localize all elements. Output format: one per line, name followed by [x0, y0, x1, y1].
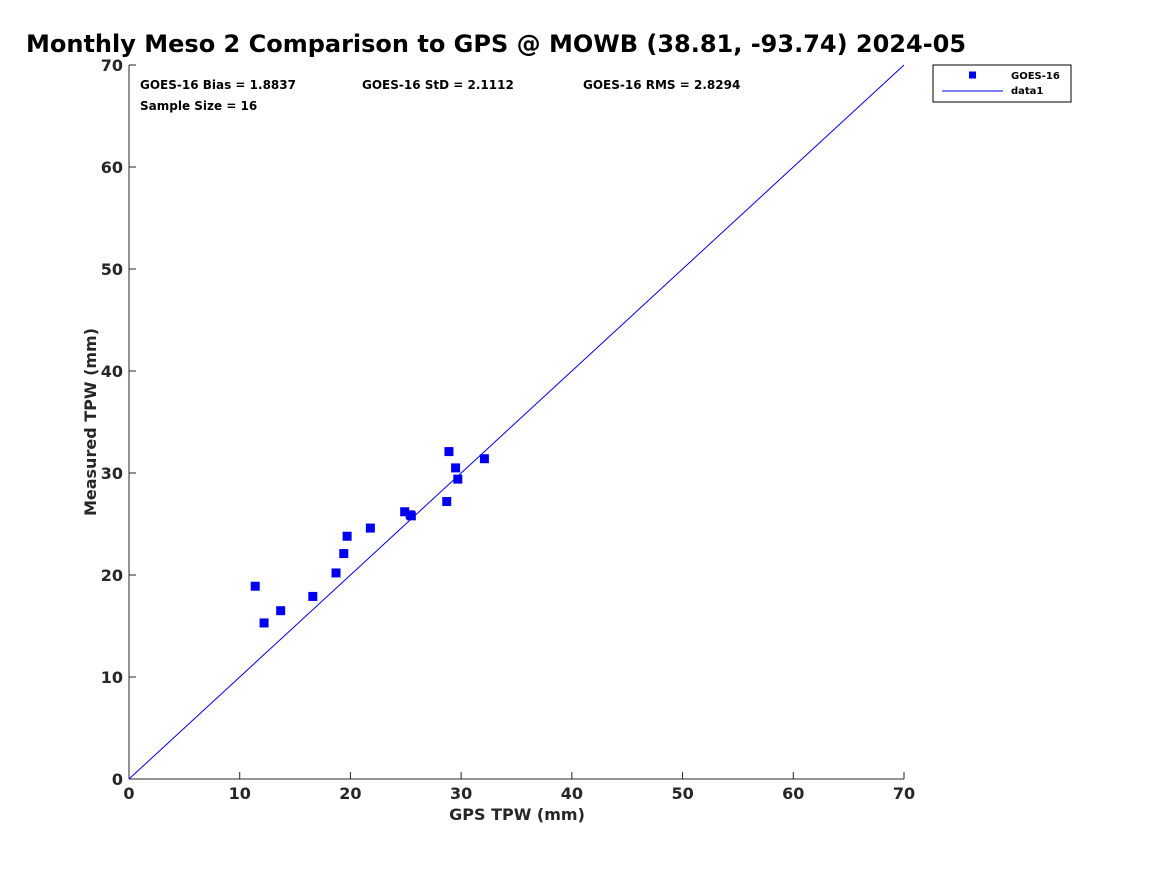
- x-tick-label: 60: [782, 784, 804, 803]
- x-tick-label: 40: [561, 784, 583, 803]
- data-point-goes16: [444, 447, 454, 457]
- y-tick-label: 20: [101, 566, 123, 585]
- x-tick-label: 70: [893, 784, 915, 803]
- legend: GOES-16 data1: [932, 64, 1072, 103]
- data-point-goes16: [331, 568, 341, 578]
- data-point-goes16: [451, 463, 461, 473]
- x-tick-label: 0: [123, 784, 134, 803]
- data-point-goes16: [276, 606, 286, 616]
- data-point-goes16: [259, 618, 269, 628]
- data-point-goes16: [442, 497, 452, 507]
- data-point-goes16: [406, 511, 416, 521]
- data-point-goes16: [479, 454, 489, 464]
- std-stat-label: GOES-16 StD = 2.1112: [362, 78, 514, 92]
- y-tick-label: 40: [101, 362, 123, 381]
- chart-title: Monthly Meso 2 Comparison to GPS @ MOWB …: [26, 30, 966, 58]
- data-point-goes16: [365, 523, 375, 533]
- plot-area: [128, 64, 905, 780]
- y-tick-label: 60: [101, 158, 123, 177]
- sample-size-label: Sample Size = 16: [140, 99, 257, 113]
- legend-marker-goes16: [969, 71, 976, 79]
- data-point-goes16: [342, 531, 352, 541]
- y-tick-label: 30: [101, 464, 123, 483]
- x-axis-label: GPS TPW (mm): [449, 805, 585, 824]
- y-axis-label: Measured TPW (mm): [81, 328, 100, 516]
- data-point-goes16: [308, 591, 318, 601]
- x-tick-label: 30: [450, 784, 472, 803]
- y-tick-label: 70: [101, 56, 123, 75]
- data-point-goes16: [453, 474, 463, 484]
- y-tick-label: 50: [101, 260, 123, 279]
- series-line-data1: [128, 64, 905, 780]
- legend-label-data1: data1: [1011, 86, 1043, 97]
- rms-stat-label: GOES-16 RMS = 2.8294: [583, 78, 740, 92]
- bias-stat-label: GOES-16 Bias = 1.8837: [140, 78, 296, 92]
- x-tick-label: 50: [671, 784, 693, 803]
- x-tick-label: 10: [229, 784, 251, 803]
- legend-label-goes16: GOES-16: [1011, 71, 1060, 82]
- y-tick-label: 10: [101, 668, 123, 687]
- x-tick-label: 20: [339, 784, 361, 803]
- data-point-goes16: [250, 581, 260, 591]
- y-tick-label: 0: [112, 770, 123, 789]
- data-point-goes16: [400, 507, 410, 517]
- axes: 0 10 20 30 40 50 60 70 0 10 20 30 40 50 60 70: [101, 56, 915, 803]
- legend-box: [932, 64, 1072, 103]
- data-point-goes16: [339, 549, 349, 559]
